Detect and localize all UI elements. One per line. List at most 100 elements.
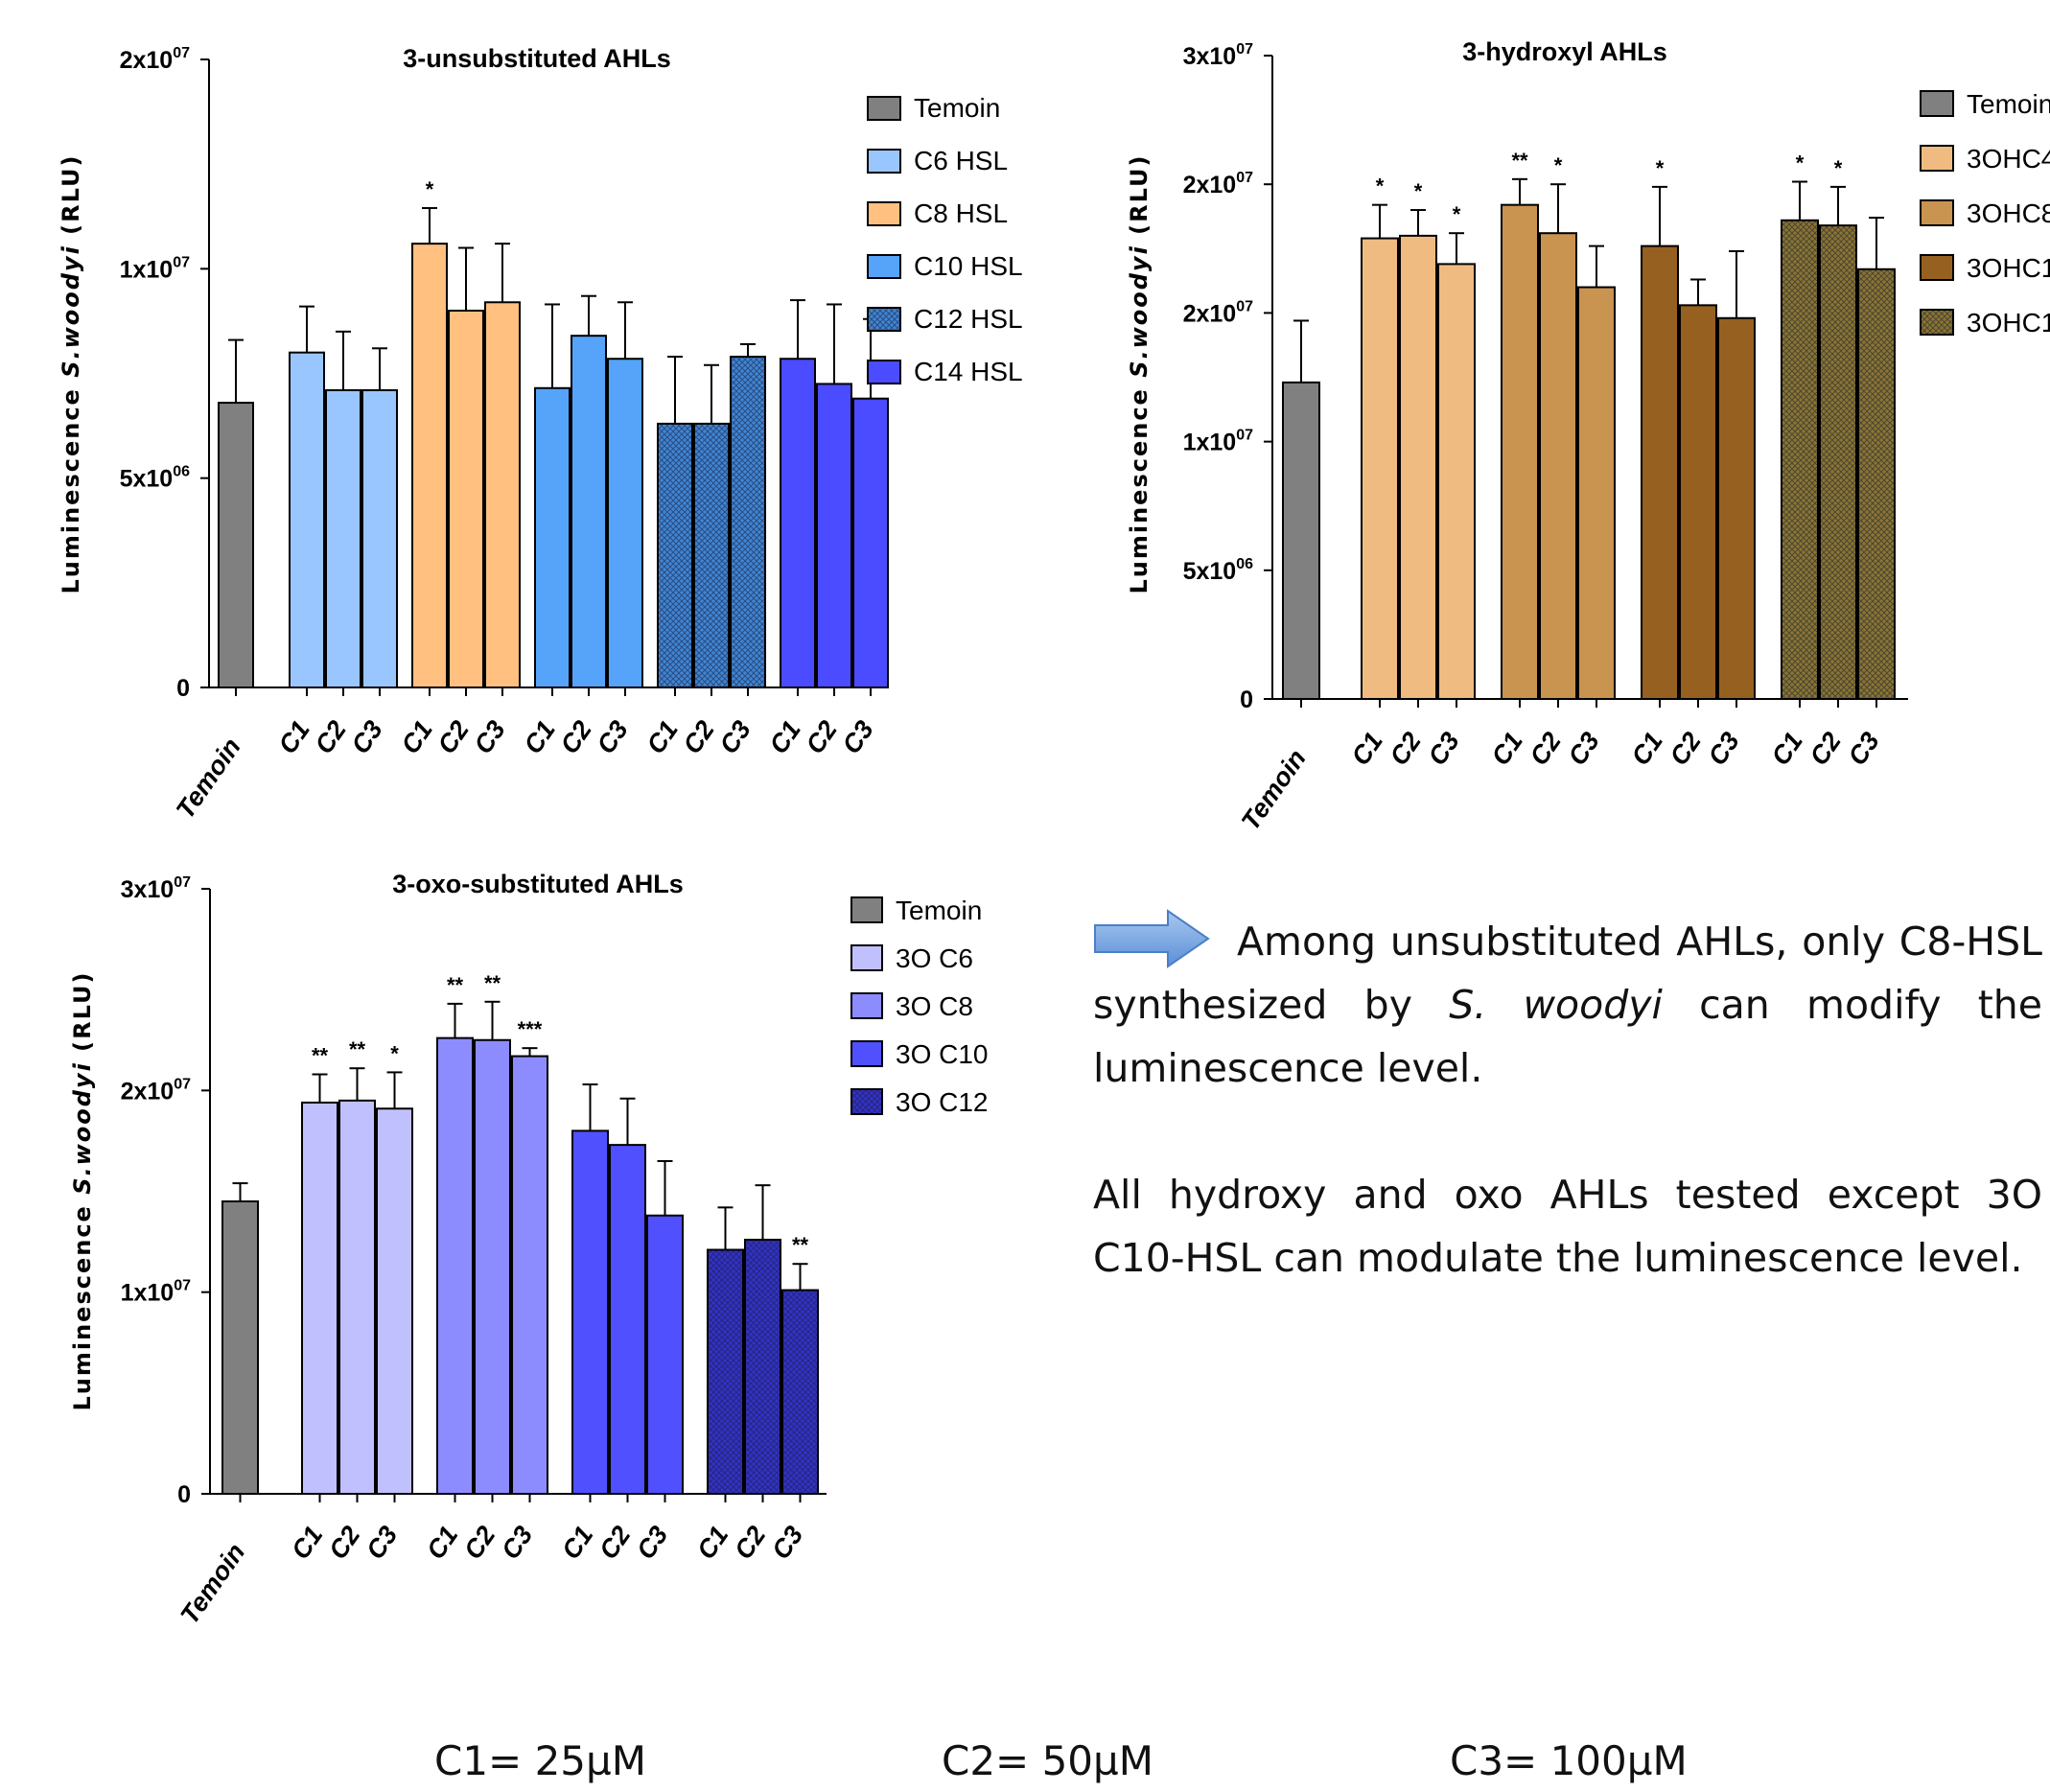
x-tick-label: C3 bbox=[1843, 727, 1885, 770]
significance-label: ** bbox=[484, 971, 501, 995]
significance-label: ** bbox=[349, 1037, 366, 1061]
x-tick-label: C3 bbox=[1703, 727, 1745, 770]
x-tick-label: C3 bbox=[361, 1521, 403, 1564]
x-tick-label: Temoin bbox=[175, 1538, 250, 1629]
note-p1-text-1: Among unsubstituted AHLs, only C8-HSL sy… bbox=[1093, 919, 2042, 1028]
x-tick-label: C2 bbox=[1525, 727, 1567, 770]
legend-swatch bbox=[867, 307, 901, 332]
bar bbox=[693, 422, 730, 688]
bar bbox=[534, 386, 571, 688]
bar bbox=[780, 358, 816, 688]
bar bbox=[1679, 304, 1717, 700]
y-axis-label-prefix: Luminescence bbox=[58, 378, 84, 594]
y-tick-exponent: 06 bbox=[173, 464, 190, 480]
y-tick-mantissa: 2x10 bbox=[1183, 300, 1237, 327]
x-tick-label: C2 bbox=[323, 1521, 365, 1564]
y-tick-exponent: 07 bbox=[174, 874, 191, 891]
x-tick-label: C3 bbox=[766, 1521, 808, 1564]
chart-oxo-substituted-ahls: 3-oxo-substituted AHLs Luminescence S.woo… bbox=[69, 870, 989, 1629]
significance-label: ** bbox=[447, 973, 464, 997]
y-tick-exponent: 07 bbox=[173, 254, 190, 270]
legend-label: Temoin bbox=[914, 93, 1000, 123]
significance-label: * bbox=[1376, 175, 1385, 198]
chart-title: 3-hydroxyl AHLs bbox=[1462, 37, 1667, 66]
y-tick-label: 2x1007 bbox=[121, 1076, 192, 1105]
significance-label: ** bbox=[792, 1233, 809, 1257]
significance-label: * bbox=[1656, 156, 1665, 180]
bar bbox=[511, 1055, 548, 1495]
significance-label: * bbox=[1834, 156, 1843, 180]
bar bbox=[1577, 286, 1616, 700]
legend-swatch bbox=[1920, 199, 1954, 226]
y-tick-mantissa: 0 bbox=[177, 1481, 191, 1508]
x-tick-label: C2 bbox=[1385, 727, 1427, 770]
x-tick-label: C1 bbox=[286, 1521, 328, 1564]
legend-label: 3OHC1 bbox=[1967, 308, 2050, 337]
y-tick-mantissa: 2x10 bbox=[121, 1078, 175, 1105]
legend-label: C10 HSL bbox=[914, 251, 1023, 281]
conclusion-text: Among unsubstituted AHLs, only C8-HSL sy… bbox=[1093, 909, 2042, 1353]
bar bbox=[1641, 244, 1679, 700]
y-tick-exponent: 07 bbox=[1236, 428, 1253, 444]
bar bbox=[1539, 232, 1577, 700]
bar bbox=[571, 335, 607, 688]
x-tick-label: C1 bbox=[691, 1521, 734, 1564]
y-tick-mantissa: 3x10 bbox=[121, 876, 175, 903]
bar bbox=[1282, 381, 1320, 700]
y-tick-label: 3x1007 bbox=[121, 874, 192, 903]
x-tick-label: C1 bbox=[421, 1521, 463, 1564]
legend-label: 3O C10 bbox=[896, 1039, 989, 1069]
bar bbox=[1857, 268, 1896, 700]
legend-label: C14 HSL bbox=[914, 357, 1023, 386]
x-tick-label: C1 bbox=[1626, 727, 1668, 770]
legend-swatch bbox=[867, 96, 901, 121]
x-tick-label: C2 bbox=[729, 1521, 771, 1564]
y-tick-label: 1x1007 bbox=[121, 1278, 192, 1307]
bar bbox=[744, 1238, 781, 1495]
y-axis-label-suffix: (RLU) bbox=[69, 970, 96, 1061]
legend-swatch bbox=[867, 254, 901, 279]
bar bbox=[607, 358, 643, 688]
bar bbox=[484, 301, 521, 688]
legend-label: 3OHC4 bbox=[1967, 144, 2050, 174]
y-tick-mantissa: 5x10 bbox=[1183, 558, 1237, 585]
y-tick-label: 0 bbox=[1240, 687, 1253, 713]
bar bbox=[609, 1144, 646, 1495]
y-tick-label: 1x1007 bbox=[1183, 428, 1254, 456]
legend-label: 3OHC1 bbox=[1967, 253, 2050, 283]
x-tick-label: C1 bbox=[1766, 727, 1808, 770]
x-tick-label: C2 bbox=[1665, 727, 1707, 770]
right-arrow-icon bbox=[1094, 909, 1210, 968]
bar bbox=[436, 1036, 474, 1495]
legend-label: 3O C12 bbox=[896, 1087, 989, 1117]
y-tick-exponent: 07 bbox=[174, 1278, 191, 1294]
y-axis-label-species: S.woodyi bbox=[58, 244, 84, 378]
y-tick-mantissa: 0 bbox=[1240, 687, 1253, 713]
y-tick-mantissa: 1x10 bbox=[1183, 430, 1237, 456]
chart-hydroxyl-ahls: 3-hydroxyl AHLs Luminescence S.woodyi (RL… bbox=[1126, 37, 2050, 835]
bar bbox=[781, 1289, 819, 1496]
legend-label: C8 HSL bbox=[914, 198, 1008, 228]
significance-label: * bbox=[390, 1041, 399, 1065]
legend-swatch bbox=[850, 992, 883, 1019]
y-axis-label: Luminescence S.woodyi (RLU) bbox=[1126, 153, 1153, 593]
y-axis-label-species: S.woodyi bbox=[69, 1061, 96, 1195]
concentration-c3: C3= 100µM bbox=[1450, 1737, 1688, 1784]
y-tick-label: 5x1006 bbox=[1183, 556, 1254, 585]
legend-swatch bbox=[1920, 309, 1954, 336]
y-axis-label: Luminescence S.woodyi (RLU) bbox=[58, 153, 84, 593]
legend-label: 3OHC8 bbox=[1967, 198, 2050, 228]
legend-swatch bbox=[1920, 145, 1954, 172]
legend-label: C12 HSL bbox=[914, 304, 1023, 334]
note-paragraph-2: All hydroxy and oxo AHLs tested except 3… bbox=[1093, 1172, 2042, 1281]
note-paragraph-1: Among unsubstituted AHLs, only C8-HSL sy… bbox=[1093, 909, 2042, 1100]
x-tick-label: C2 bbox=[458, 1521, 501, 1564]
x-tick-label: C3 bbox=[631, 1521, 673, 1564]
y-tick-label: 0 bbox=[177, 1481, 191, 1508]
concentration-c1: C1= 25µM bbox=[434, 1737, 646, 1784]
legend-swatch bbox=[850, 944, 883, 971]
legend-swatch bbox=[867, 201, 901, 226]
legend-swatch bbox=[867, 360, 901, 384]
y-tick-label: 3x1007 bbox=[1183, 41, 1254, 70]
bar bbox=[361, 388, 398, 688]
